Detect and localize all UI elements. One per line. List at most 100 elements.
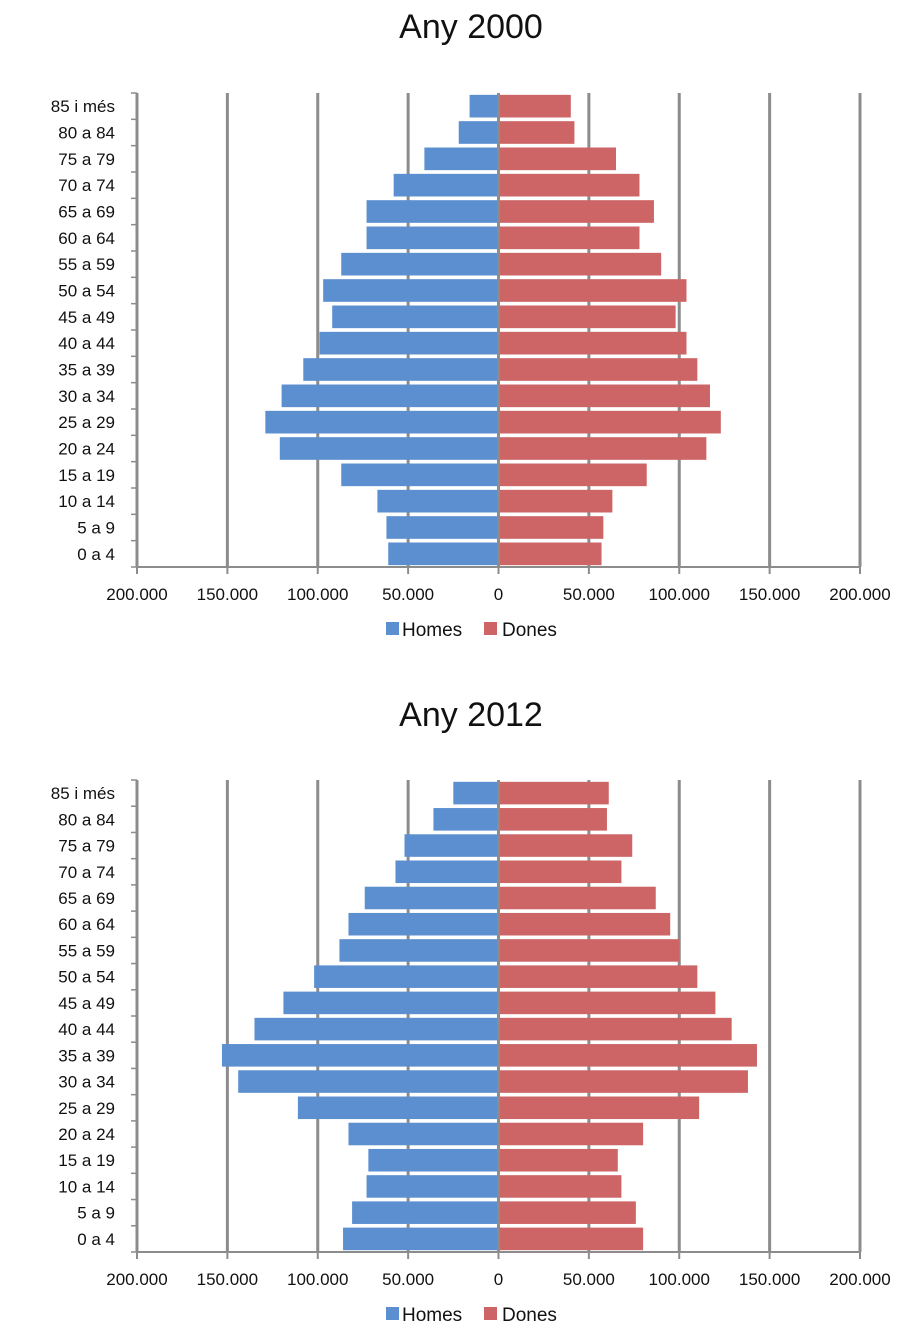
category-label: 85 i més [51,97,115,116]
category-label: 85 i més [51,784,115,803]
category-label: 5 a 9 [77,1204,115,1223]
category-label: 45 a 49 [58,308,115,327]
category-label: 30 a 34 [58,1073,115,1092]
legend-label-homes: Homes [402,620,462,641]
bar-dones [498,781,609,805]
bar-dones [498,252,662,276]
legend-swatch-homes [386,622,399,635]
bar-homes [314,965,499,988]
bar-homes [393,173,499,197]
bar-dones [498,463,647,487]
bar-dones [498,410,721,434]
bar-dones [498,331,687,355]
category-label: 10 a 14 [58,492,115,511]
bar-dones [498,147,616,171]
legend-label-dones: Dones [502,1305,557,1326]
bar-homes [433,808,499,831]
bar-dones [498,1175,622,1198]
category-label: 40 a 44 [58,1020,115,1039]
x-tick-label: 100.000 [287,1270,348,1289]
legend: Homes Dones [386,620,557,641]
x-tick-label: 200.000 [106,1270,167,1289]
bar-homes [388,542,499,566]
bar-dones [498,489,613,513]
legend-swatch-dones [484,622,497,635]
bar-dones [498,1096,700,1120]
bar-dones [498,939,680,962]
bar-dones [498,437,707,460]
category-label: 80 a 84 [58,810,115,829]
bar-homes [332,305,499,329]
category-label: 30 a 34 [58,387,115,406]
category-label: 65 a 69 [58,889,115,908]
bar-homes [238,1070,499,1093]
x-tick-label: 100.000 [649,585,710,604]
bar-homes [377,489,499,513]
category-label: 55 a 59 [58,255,115,274]
bar-homes [352,1201,499,1224]
bar-homes [424,147,499,171]
bar-homes [281,384,499,408]
legend-label-homes: Homes [402,1305,462,1326]
category-label: 75 a 79 [58,150,115,169]
bar-dones [498,834,633,857]
bar-dones [498,1122,644,1146]
bar-homes [348,912,499,936]
category-label: 20 a 24 [58,1125,115,1144]
bar-homes [319,331,499,355]
bar-homes [366,226,499,250]
legend-label-dones: Dones [502,620,557,641]
bar-dones [498,305,676,329]
x-tick-label: 150.000 [197,1270,258,1289]
bar-dones [498,808,607,831]
bar-homes [453,781,499,805]
x-tick-label: 100.000 [649,1270,710,1289]
chart-title: Any 2000 [399,8,543,46]
bar-dones [498,1148,618,1172]
category-label: 70 a 74 [58,176,115,195]
x-tick-label: 50.000 [563,1270,615,1289]
category-label: 60 a 64 [58,229,115,248]
category-label: 20 a 24 [58,440,115,459]
bar-homes [297,1096,499,1120]
legend-swatch-dones [484,1307,497,1320]
bar-dones [498,358,698,381]
bar-dones [498,226,640,250]
category-label: 45 a 49 [58,994,115,1013]
category-label: 15 a 19 [58,1151,115,1170]
bar-dones [498,1201,636,1224]
category-label: 25 a 29 [58,1099,115,1118]
category-label: 65 a 69 [58,203,115,222]
bar-homes [395,860,499,884]
bar-homes [366,1175,499,1198]
x-tick-label: 150.000 [739,1270,800,1289]
bar-dones [498,1070,748,1093]
legend-swatch-homes [386,1307,399,1320]
bar-homes [343,1227,499,1251]
legend: Homes Dones [386,1305,557,1326]
bar-homes [283,991,499,1015]
x-tick-label: 50.000 [563,585,615,604]
bar-dones [498,279,687,302]
category-label: 15 a 19 [58,466,115,485]
category-label: 80 a 84 [58,124,115,143]
bar-dones [498,516,604,539]
bar-dones [498,860,622,884]
bar-homes [254,1017,499,1041]
bar-dones [498,94,571,118]
bar-homes [366,200,499,223]
bar-dones [498,912,671,936]
category-label: 35 a 39 [58,1046,115,1065]
bar-homes [348,1122,499,1146]
bar-dones [498,200,654,223]
bar-homes [339,939,499,962]
bar-dones [498,1227,644,1251]
bar-homes [364,886,499,910]
category-label: 50 a 54 [58,968,115,987]
bar-homes [469,94,499,118]
bar-dones [498,991,716,1015]
bar-dones [498,542,602,566]
chart-title: Any 2012 [399,696,543,734]
bar-homes [221,1044,499,1067]
